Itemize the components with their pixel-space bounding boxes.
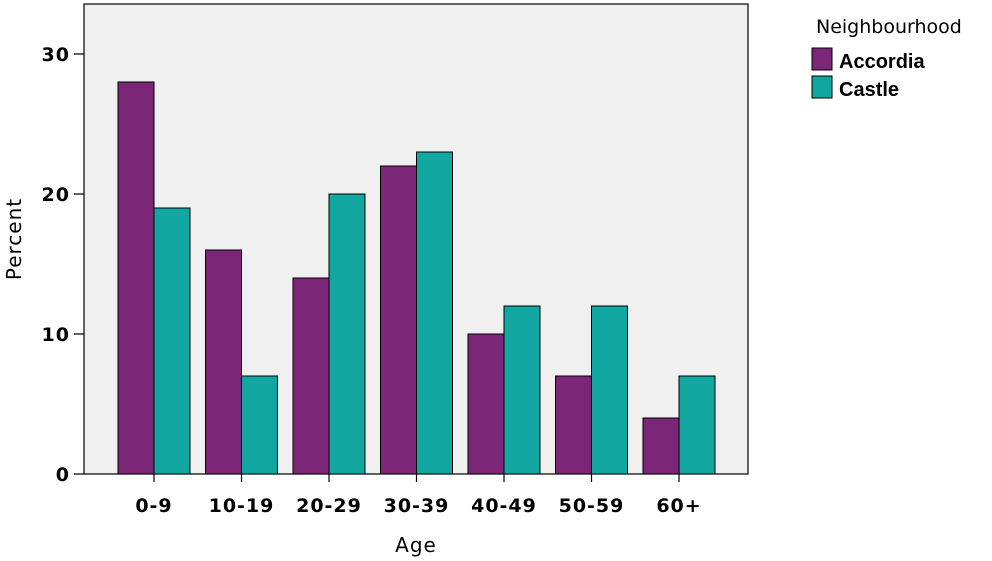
y-tick-label-10: 10 <box>42 324 70 346</box>
legend-label-castle: Castle <box>839 79 899 101</box>
legend-swatch-castle <box>811 75 833 99</box>
bars-group <box>117 81 716 475</box>
x-tick-label-30-39: 30-39 <box>384 495 450 517</box>
x-tick-label-50-59: 50-59 <box>559 495 625 517</box>
legend-label-accordia: Accordia <box>839 51 925 73</box>
y-axis: 0 10 20 30 <box>42 44 84 486</box>
bar-accordia-30-39 <box>380 165 417 475</box>
x-tick-label-40-49: 40-49 <box>471 495 537 517</box>
bar-castle-40-49 <box>503 305 541 475</box>
bar-accordia-40-49 <box>467 333 505 475</box>
y-tick-label-20: 20 <box>42 184 70 206</box>
bar-accordia-60 <box>642 417 680 475</box>
bar-accordia-50-59 <box>555 375 592 475</box>
legend-swatch-accordia <box>811 47 833 71</box>
x-axis: 0-9 10-19 20-29 30-39 40-49 50-59 60+ <box>135 474 701 517</box>
bar-castle-30-39 <box>416 151 453 475</box>
bar-castle-20-29 <box>328 193 366 475</box>
x-tick-label-10-19: 10-19 <box>209 495 275 517</box>
bar-castle-10-19 <box>241 375 278 475</box>
x-tick-label-60: 60+ <box>656 495 701 517</box>
legend: Neighbourhood Accordia Castle <box>811 16 962 101</box>
x-tick-label-0-9: 0-9 <box>135 495 172 517</box>
y-tick-label-30: 30 <box>42 44 70 66</box>
bar-castle-0-9 <box>153 207 191 475</box>
y-tick-label-0: 0 <box>56 464 70 486</box>
bar-accordia-20-29 <box>292 277 330 475</box>
x-axis-title: Age <box>395 533 437 557</box>
bar-accordia-0-9 <box>117 81 155 475</box>
y-axis-title: Percent <box>2 198 26 280</box>
bar-castle-50-59 <box>591 305 628 475</box>
legend-title: Neighbourhood <box>816 16 962 38</box>
bar-accordia-10-19 <box>205 249 242 475</box>
x-tick-label-20-29: 20-29 <box>296 495 362 517</box>
bar-castle-60 <box>678 375 716 475</box>
